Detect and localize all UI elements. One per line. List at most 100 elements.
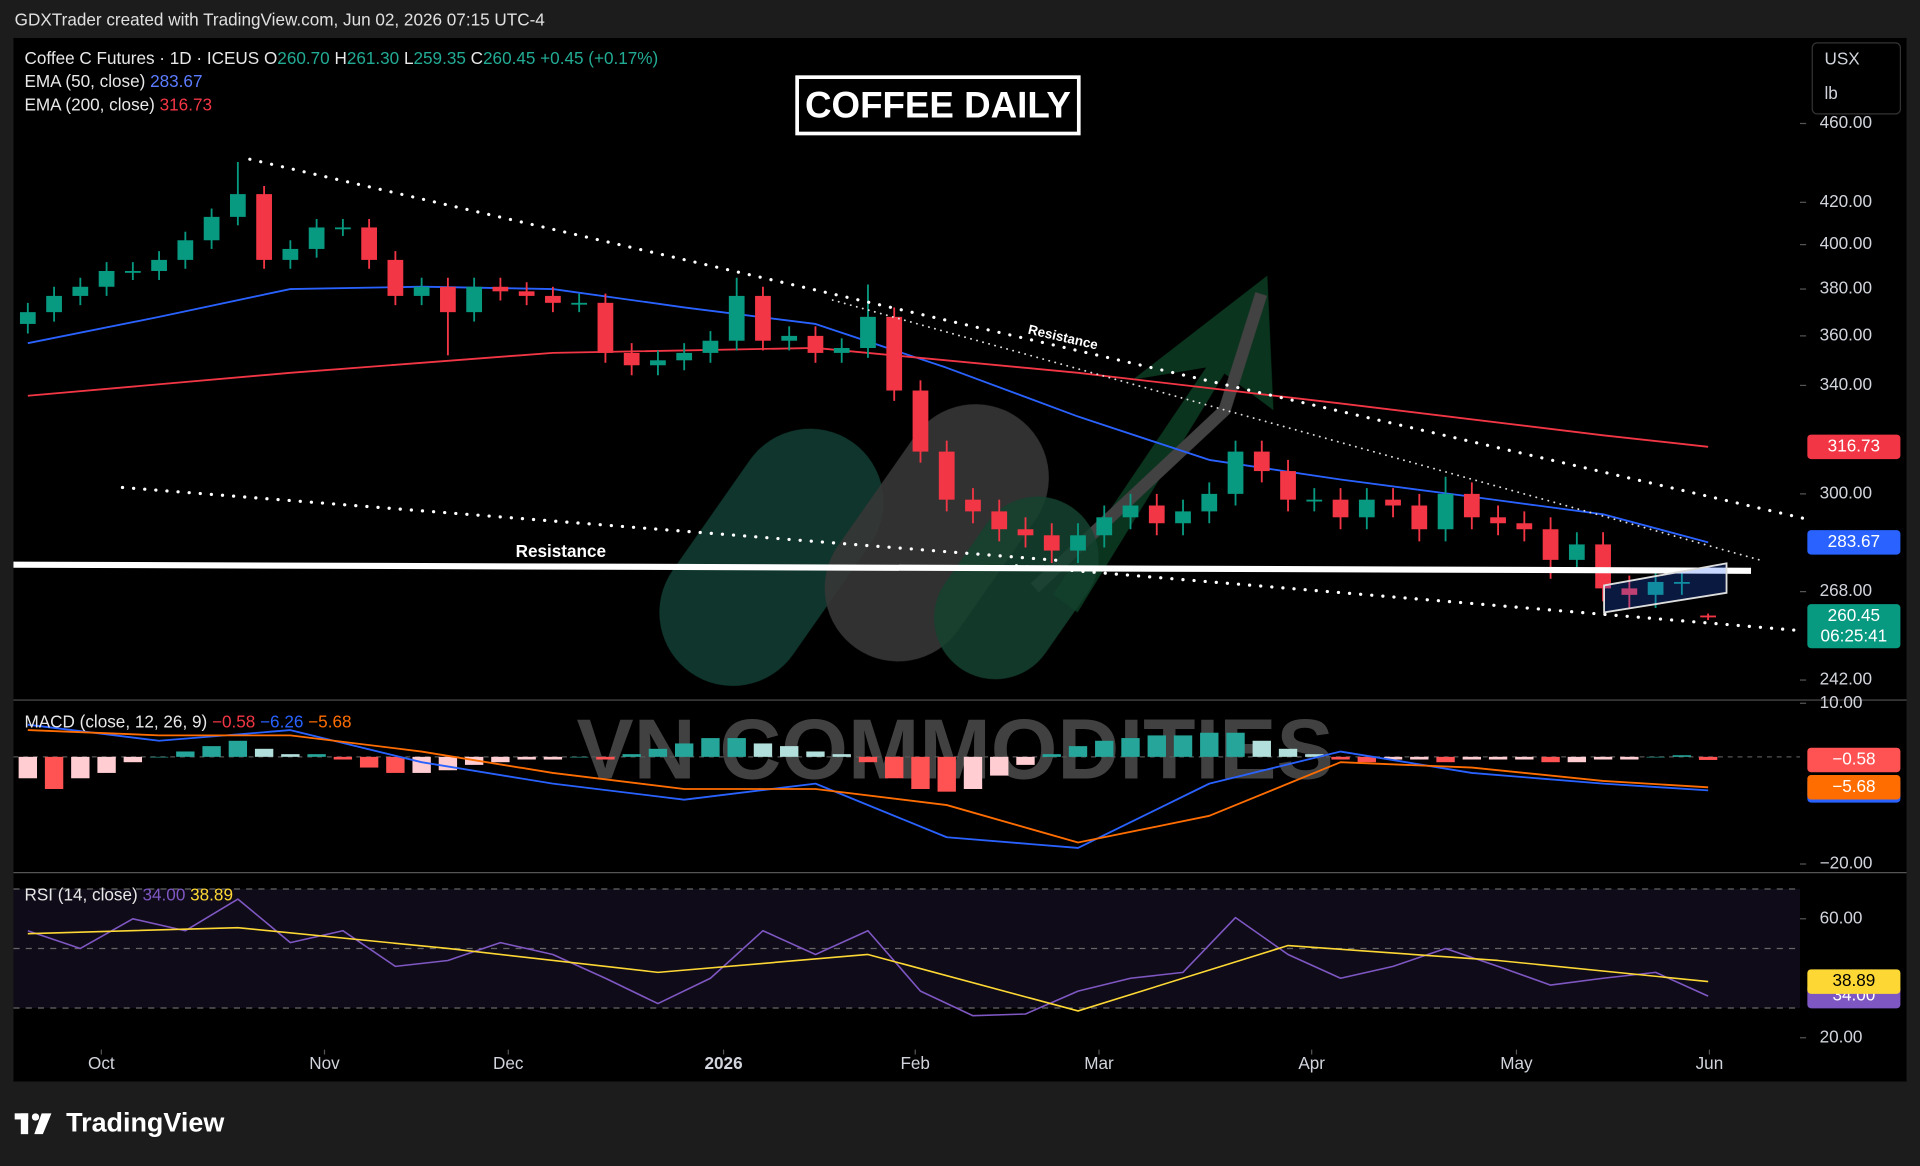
histogram-bar: [674, 743, 694, 757]
change: +0.45 (+0.17%): [540, 47, 658, 67]
y-tick-label: 268.00: [1820, 580, 1872, 600]
ohlc-value: 260.70: [277, 47, 329, 67]
legend-name: RSI (14, close): [24, 884, 137, 904]
candle-body: [728, 295, 745, 341]
logo-shape: [34, 1113, 52, 1135]
value-tag-label: −0.58: [1832, 748, 1875, 768]
candle-body: [755, 295, 771, 341]
histogram-bar: [753, 743, 773, 757]
candle-body: [1253, 451, 1270, 472]
candle-body: [1385, 499, 1401, 506]
histogram-bar: [1593, 756, 1613, 760]
ohlc-value: 260.45: [483, 47, 535, 67]
candle-body: [1673, 581, 1690, 584]
y-tick-label: −20.00: [1820, 853, 1873, 873]
candle-body: [597, 302, 614, 353]
candle-body: [387, 259, 404, 296]
candle-body: [938, 451, 955, 500]
histogram-bar: [569, 756, 589, 758]
histogram-bar: [1410, 756, 1429, 760]
ohlc-value: 261.30: [347, 47, 399, 67]
candle-body: [1621, 588, 1638, 595]
histogram-bar: [1226, 732, 1245, 757]
footer-logo: TradingView: [14, 1107, 224, 1137]
histogram-bar: [149, 756, 169, 758]
ohlc-value: 259.35: [414, 47, 466, 67]
histogram-bar: [1331, 756, 1350, 760]
histogram-bar: [648, 748, 668, 757]
candle-body: [46, 295, 62, 313]
price-tag: [1807, 434, 1901, 460]
resistance-line: [13, 561, 1752, 574]
histogram-bar: [1672, 755, 1692, 757]
candle-body: [1358, 499, 1375, 518]
candle-body: [1148, 505, 1165, 524]
histogram-bar: [1252, 740, 1271, 757]
value-tag-label: 38.89: [1832, 970, 1875, 990]
candle-body: [1043, 535, 1060, 551]
histogram-bar: [1620, 756, 1639, 760]
candle-body: [1595, 544, 1611, 589]
histogram-bar: [937, 756, 956, 792]
y-tick-label: 20.00: [1820, 1026, 1863, 1046]
line: [27, 898, 1709, 1017]
histogram-bar: [1016, 756, 1035, 765]
value-tag: [1807, 747, 1901, 773]
candle-body: [650, 360, 666, 366]
candle-body: [466, 286, 483, 313]
histogram-bar: [254, 748, 274, 757]
histogram-bar: [701, 738, 720, 757]
histogram-bar: [1515, 756, 1534, 760]
price-tag: [1807, 604, 1901, 649]
x-tick-label: May: [1500, 1053, 1533, 1073]
value-tag: [1807, 969, 1901, 994]
candle-body: [124, 270, 141, 273]
price-tag-label: 316.73: [1828, 435, 1880, 455]
y-tick-label: 460.00: [1820, 112, 1872, 132]
chart-title: COFFEE DAILY: [805, 84, 1071, 125]
header-text: GDXTrader created with TradingView.com, …: [15, 9, 546, 29]
logo-shape: [20, 1113, 29, 1135]
histogram-bar: [727, 738, 746, 757]
candle-body: [571, 302, 588, 305]
histogram-bar: [202, 746, 221, 757]
title-box: [795, 75, 1081, 136]
candle-body: [1070, 535, 1086, 551]
candle-body: [1306, 499, 1323, 502]
macd-pane: [13, 723, 1800, 849]
price-tag-label: 283.67: [1828, 531, 1880, 551]
y-tick-label: 420.00: [1820, 191, 1872, 211]
candle-body: [229, 194, 246, 217]
histogram-bar: [491, 756, 510, 763]
histogram-bar: [858, 756, 878, 763]
histogram-bar: [1488, 756, 1508, 760]
histogram-bar: [18, 756, 38, 779]
histogram-bar: [386, 756, 405, 773]
candle-body: [991, 511, 1008, 530]
histogram-bar: [1147, 735, 1166, 757]
histogram-bar: [806, 751, 825, 757]
legend-value: 38.89: [190, 884, 233, 904]
candle-body: [440, 286, 456, 313]
currency-box[interactable]: [1811, 42, 1902, 115]
histogram-bar: [596, 756, 615, 760]
histogram-bar: [1121, 738, 1140, 757]
y-tick-label: 340.00: [1820, 374, 1872, 394]
histogram-bar: [517, 756, 536, 760]
histogram-bar: [1541, 756, 1560, 763]
logo-pill: [824, 404, 1049, 662]
histogram-bar: [990, 756, 1009, 776]
unit: lb: [1824, 83, 1837, 103]
y-tick-label: 60.00: [1820, 907, 1863, 927]
candle-body: [833, 348, 850, 353]
candle-body: [676, 352, 693, 361]
histogram-bar: [1646, 756, 1665, 758]
histogram-bar: [780, 746, 799, 757]
histogram-bar: [1200, 732, 1219, 757]
candle-body: [203, 216, 220, 241]
histogram-bar: [622, 754, 641, 757]
trendline: [120, 485, 1067, 563]
candle-body: [98, 270, 115, 287]
candle-body: [886, 316, 903, 391]
